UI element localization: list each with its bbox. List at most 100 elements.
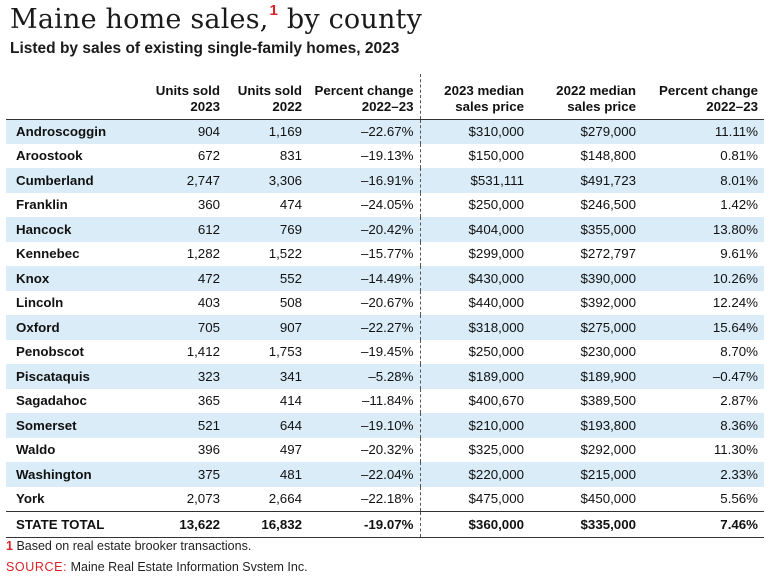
- column-header-line2: sales price: [455, 98, 524, 114]
- table-cell: 11.11%: [642, 119, 764, 144]
- table-cell: 1,753: [268, 344, 302, 360]
- sales-table: Units sold 2023 Units sold 2022 Percent chan…: [6, 74, 764, 538]
- table-cell: 2,073: [186, 491, 220, 506]
- column-header-5: 2022 median sales price: [530, 74, 642, 120]
- table-cell: $210,000: [419, 413, 530, 438]
- table-cell: –5.28%: [308, 364, 420, 389]
- column-header-line1: Units sold: [155, 82, 220, 98]
- county-name-cell: Androscoggin: [6, 119, 136, 144]
- table-cell: $389,500: [580, 393, 636, 409]
- column-header-line1: Units sold: [237, 82, 302, 98]
- table-cell: –22.27%: [308, 315, 420, 340]
- table-cell: –22.04%: [308, 462, 420, 487]
- table-cell: 472: [136, 266, 226, 291]
- table-cell: –22.67%: [308, 119, 420, 144]
- table-cell: 2,664: [268, 491, 302, 506]
- column-header-6: Percent change 2022–23: [642, 74, 764, 120]
- table-cell: –24.05%: [361, 197, 414, 213]
- table-row: Knox 472 552 –14.49% $430,000 $390,000 10.26%: [6, 266, 764, 291]
- table-cell: $310,000: [419, 119, 530, 144]
- table-cell: –19.10%: [308, 413, 420, 438]
- title-suffix: by county: [278, 4, 423, 35]
- table-cell: –15.77%: [361, 246, 414, 262]
- county-name-cell: Somerset: [6, 413, 136, 438]
- table-cell: 508: [279, 295, 302, 311]
- table-cell: 474: [279, 197, 302, 213]
- table-cell: $189,000: [419, 364, 530, 389]
- table-cell: $440,000: [419, 290, 530, 315]
- table-cell: $272,797: [580, 246, 636, 262]
- table-cell: –22.18%: [361, 491, 414, 506]
- table-cell: 8.36%: [642, 413, 764, 438]
- table-cell: 0.81%: [720, 148, 758, 164]
- table-cell: 672: [197, 148, 220, 164]
- table-row: Somerset 521 644 –19.10% $210,000 $193,800 8.3…: [6, 413, 764, 438]
- county-name-cell: Sagadahoc: [16, 393, 87, 409]
- table-row: Washington 375 481 –22.04% $220,000 $215,000 2…: [6, 462, 764, 487]
- table-cell: 414: [279, 393, 302, 409]
- table-cell: 497: [279, 442, 302, 458]
- table-cell: $325,000: [419, 437, 530, 462]
- county-name-cell: Aroostook: [16, 148, 83, 164]
- county-name-cell: Washington: [6, 462, 136, 487]
- column-header-line1: 2022 median: [556, 82, 636, 98]
- table-cell: $392,000: [580, 295, 636, 311]
- table-row: Waldo 396 497 –20.32% $325,000 $292,000 11.30%: [6, 437, 764, 462]
- column-header-line2: 2022–23: [361, 98, 414, 114]
- table-cell: 11.30%: [713, 442, 758, 458]
- table-cell: 12.24%: [712, 295, 758, 311]
- table-cell: 2,747: [136, 168, 226, 193]
- table-cell: 8.70%: [720, 344, 758, 360]
- table-cell: 644: [226, 413, 308, 438]
- table-cell: 904: [136, 119, 226, 144]
- table-row: Oxford 705 907 –22.27% $318,000 $275,000 15.64…: [6, 315, 764, 340]
- table-cell: –19.13%: [361, 148, 414, 164]
- county-name-cell: York: [16, 491, 45, 506]
- county-name-cell: Penobscot: [16, 344, 84, 360]
- column-header-1: Units sold 2023: [136, 74, 226, 120]
- title-footnote-marker: 1: [269, 2, 279, 19]
- table-cell: 1,522: [268, 246, 302, 262]
- table-cell: 13.80%: [642, 217, 764, 242]
- table-cell: 8.01%: [642, 168, 764, 193]
- table-cell: –11.84%: [361, 393, 414, 409]
- county-name-cell: Piscataquis: [6, 364, 136, 389]
- table-cell: $250,000: [419, 339, 530, 364]
- table-row: Kennebec 1,282 1,522 –15.77% $299,000 $272,79…: [6, 241, 764, 266]
- table-cell: –16.91%: [308, 168, 420, 193]
- table-cell: –0.47%: [642, 364, 764, 389]
- source-text: Maine Real Estate Information Svstem Inc…: [70, 560, 308, 574]
- table-cell: $299,000: [419, 241, 530, 266]
- footnote-marker: 1: [6, 539, 13, 553]
- table-cell: 1,169: [226, 119, 308, 144]
- table-cell: $230,000: [580, 344, 636, 360]
- table-cell: 5.56%: [720, 491, 758, 506]
- table-cell: 9.61%: [720, 246, 758, 262]
- header-row: Units sold 2023 Units sold 2022 Percent chan…: [6, 74, 764, 120]
- table-cell: –20.32%: [361, 442, 414, 458]
- table-row: Aroostook 672 831 –19.13% $150,000 $148,800 0.…: [6, 143, 764, 168]
- column-header-2: Units sold 2022: [226, 74, 308, 120]
- table-row: Sagadahoc 365 414 –11.84% $400,670 $389,500 2.…: [6, 388, 764, 413]
- table-row: Franklin 360 474 –24.05% $250,000 $246,500 1.4…: [6, 192, 764, 217]
- table-cell: $193,800: [530, 413, 642, 438]
- table-cell: 323: [136, 364, 226, 389]
- table-cell: $279,000: [530, 119, 642, 144]
- table-cell: 10.26%: [642, 266, 764, 291]
- subtitle: Listed by sales of existing single-famil…: [10, 40, 400, 57]
- table-cell: 403: [197, 295, 220, 311]
- column-header-line1: Percent change: [314, 82, 414, 98]
- table-cell: 552: [226, 266, 308, 291]
- column-header-line1: 2023 median: [444, 82, 524, 98]
- total-label-cell: STATE TOTAL: [6, 510, 136, 538]
- table-cell: 375: [136, 462, 226, 487]
- table-cell: 360: [197, 197, 220, 213]
- title-text: Maine home sales,: [10, 4, 269, 35]
- column-header-line2: sales price: [567, 98, 636, 114]
- footnote-text: Based on real estate brooker transaction…: [16, 539, 252, 553]
- table-cell: 396: [197, 442, 220, 458]
- column-header-4: 2023 median sales price: [419, 74, 530, 120]
- table-cell: $150,000: [419, 143, 530, 168]
- total-cell: $335,000: [530, 510, 642, 538]
- page-title: Maine home sales,1 by county: [10, 2, 423, 35]
